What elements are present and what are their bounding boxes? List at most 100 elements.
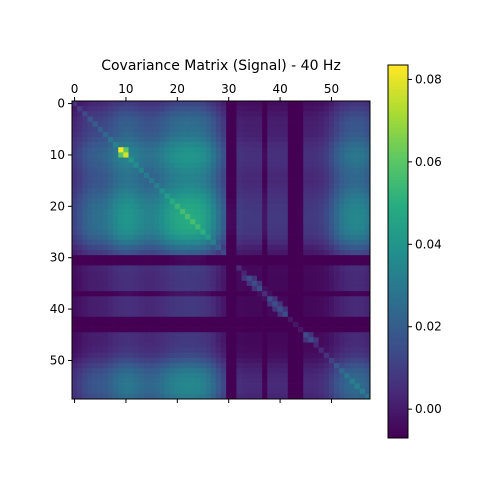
heatmap-cell <box>272 368 278 374</box>
heatmap-cell <box>195 352 201 359</box>
heatmap-cell <box>97 321 104 328</box>
heatmap-cell <box>292 368 299 374</box>
heatmap-cell <box>190 147 196 153</box>
heatmap-cell <box>159 352 165 359</box>
heatmap-cell <box>215 383 222 390</box>
heatmap-cell <box>174 188 181 194</box>
colorbar-segment <box>388 400 408 405</box>
heatmap-cell <box>221 162 227 169</box>
heatmap-cell <box>97 357 104 364</box>
heatmap-cell <box>246 162 253 169</box>
heatmap-cell <box>277 275 284 282</box>
heatmap-cell <box>323 188 330 194</box>
heatmap-cell <box>190 260 196 266</box>
heatmap-cell <box>102 342 109 348</box>
heatmap-cell <box>262 142 268 148</box>
heatmap-cell <box>231 378 237 384</box>
heatmap-cell <box>87 250 93 256</box>
heatmap-cell <box>107 203 114 210</box>
heatmap-cell <box>159 131 165 138</box>
heatmap-cell <box>354 219 361 225</box>
heatmap-cell <box>359 147 366 153</box>
heatmap-cell <box>231 275 237 282</box>
heatmap-cell <box>77 316 83 323</box>
heatmap-cell <box>277 214 284 220</box>
heatmap-cell <box>159 260 165 266</box>
heatmap-cell <box>123 352 129 359</box>
heatmap-cell <box>349 311 355 318</box>
heatmap-cell <box>241 306 248 313</box>
heatmap-cell <box>143 224 150 230</box>
heatmap-cell <box>82 101 88 107</box>
heatmap-cell <box>292 285 299 292</box>
heatmap-cell <box>169 178 176 184</box>
heatmap-cell <box>313 244 319 251</box>
heatmap-cell <box>251 373 258 379</box>
heatmap-cell <box>179 214 186 220</box>
heatmap-cell <box>339 142 345 148</box>
heatmap-cell <box>354 306 361 313</box>
heatmap-cell <box>354 131 361 138</box>
heatmap-cell <box>149 378 155 384</box>
heatmap-cell <box>200 208 206 215</box>
heatmap-cell <box>128 116 135 122</box>
heatmap-cell <box>87 101 93 107</box>
heatmap-cell <box>328 301 335 307</box>
heatmap-cell <box>133 260 140 266</box>
heatmap-cell <box>349 255 355 261</box>
heatmap-cell <box>200 188 206 194</box>
heatmap-cell <box>77 373 83 379</box>
heatmap-cell <box>323 311 330 318</box>
heatmap-cell <box>185 239 191 246</box>
heatmap-cell <box>236 280 242 287</box>
heatmap-cell <box>226 106 232 112</box>
heatmap-cell <box>200 167 206 174</box>
heatmap-cell <box>308 306 314 313</box>
heatmap-cell <box>241 234 248 241</box>
heatmap-cell <box>308 188 314 194</box>
heatmap-cell <box>277 208 284 215</box>
heatmap-cell <box>231 188 237 194</box>
heatmap-cell <box>251 136 258 143</box>
heatmap-cell <box>200 368 206 374</box>
colorbar-segment <box>388 217 408 221</box>
heatmap-cell <box>303 162 309 169</box>
heatmap-cell <box>92 363 99 369</box>
heatmap-cell <box>277 296 284 302</box>
heatmap-cell <box>303 306 309 313</box>
heatmap-cell <box>267 111 273 117</box>
heatmap-cell <box>215 244 222 251</box>
heatmap-cell <box>292 275 299 282</box>
heatmap-cell <box>154 260 160 266</box>
heatmap-cell <box>339 311 345 318</box>
heatmap-cell <box>133 106 140 112</box>
heatmap-cell <box>272 337 278 343</box>
heatmap-cell <box>195 244 201 251</box>
heatmap-cell <box>107 250 114 256</box>
heatmap-cell <box>334 126 340 133</box>
heatmap-cell <box>231 183 237 189</box>
heatmap-cell <box>179 332 186 338</box>
heatmap-cell <box>72 378 78 384</box>
heatmap-cell <box>123 172 129 179</box>
heatmap-cell <box>226 265 232 271</box>
heatmap-cell <box>241 147 248 153</box>
heatmap-cell <box>226 347 232 354</box>
heatmap-cell <box>364 162 371 169</box>
heatmap-cell <box>246 106 253 112</box>
heatmap-cell <box>138 347 145 354</box>
heatmap-cell <box>138 275 145 282</box>
heatmap-cell <box>364 229 371 235</box>
heatmap-cell <box>349 352 355 359</box>
heatmap-cell <box>77 280 83 287</box>
heatmap-cell <box>195 131 201 138</box>
heatmap-cell <box>221 101 227 107</box>
heatmap-cell <box>190 157 196 164</box>
heatmap-cell <box>118 219 124 225</box>
heatmap-cell <box>185 306 191 313</box>
heatmap-cell <box>215 198 222 205</box>
heatmap-cell <box>231 306 237 313</box>
heatmap-cell <box>241 224 248 230</box>
heatmap-cell <box>354 332 361 338</box>
heatmap-cell <box>221 260 227 266</box>
